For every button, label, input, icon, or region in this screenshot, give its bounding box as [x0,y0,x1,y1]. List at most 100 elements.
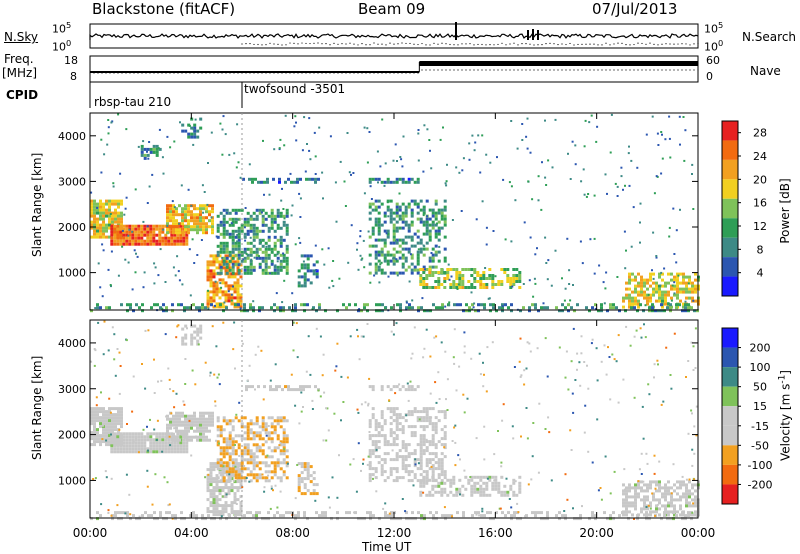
velocity-cell [410,425,414,429]
power-cell [300,284,304,288]
nave-dot [145,72,147,74]
velocity-cell [405,511,408,515]
power-cell [273,247,277,251]
power-cell [193,225,196,229]
power-scatter [162,228,165,231]
power-cell [449,268,453,271]
power-scatter [598,264,601,267]
power-cell [591,306,594,310]
velocity-cell [434,452,438,456]
velocity-cell [306,477,310,481]
nave-dot [325,72,327,74]
power-scatter [399,218,402,221]
nave-dot [405,72,407,74]
velocity-scatter [658,501,661,504]
velocity-cell [249,428,253,432]
velocity-cell [640,507,643,511]
velocity-cell [410,452,414,456]
power-cell [688,287,691,291]
power-cell [155,144,159,148]
velocity-scatter [390,330,393,333]
velocity-scatter [550,479,553,482]
power-cell [682,272,685,276]
power-cell [428,238,432,242]
velocity-cell [685,489,688,493]
power-cell [404,235,408,239]
velocity-cell [140,435,144,439]
power-cell [222,217,226,221]
power-cell [468,306,471,310]
velocity-cell [477,511,480,515]
power-scatter [624,267,627,270]
nave-dot [93,72,95,74]
power-cell [410,235,414,239]
power-scatter [268,193,271,196]
velocity-cell [192,511,195,515]
power-cell [404,223,408,227]
power-scatter [496,156,498,159]
power-cell [182,224,186,228]
velocity-cell [516,517,519,521]
velocity-cell [108,410,111,414]
velocity-colorbar-tick-label: -100 [748,459,773,472]
power-scatter [239,307,242,310]
velocity-cell [437,410,441,414]
velocity-scatter [283,448,286,451]
power-cell [99,205,102,209]
power-cell [111,217,114,221]
power-cell [209,254,213,258]
power-cell [631,278,634,282]
power-cell [222,214,226,218]
velocity-cell [640,486,643,490]
velocity-cell [190,438,193,442]
nave-dot [521,69,523,71]
velocity-cell [93,431,96,435]
power-cell [243,309,246,313]
velocity-cell [239,495,243,499]
velocity-scatter [314,499,317,502]
power-cell [561,303,564,307]
velocity-scatter [517,511,520,514]
velocity-scatter [615,360,618,363]
power-cell [666,306,669,310]
velocity-cell [215,474,219,478]
velocity-scatter [366,323,369,325]
velocity-cell [368,385,372,389]
power-scatter [308,117,311,120]
power-cell [634,290,637,294]
velocity-cell [622,498,625,502]
velocity-cell [422,470,426,474]
power-cell [282,306,285,310]
power-cell [389,241,393,245]
power-cell [649,275,652,279]
power-cell [270,220,274,224]
velocity-cell [258,476,262,480]
power-cell [215,305,219,309]
velocity-scatter [93,364,96,367]
nsearch-dot [277,43,279,45]
power-cell [682,281,685,285]
power-cell [216,244,220,248]
nsearch-dot [449,43,451,46]
power-cell [179,239,183,243]
power-cell [437,220,441,224]
velocity-cell [449,484,453,488]
power-scatter [409,253,412,256]
velocity-cell [255,449,259,453]
power-cell [184,219,187,223]
power-scatter [154,266,157,269]
nave-dot [621,69,623,71]
power-cell [146,239,150,243]
velocity-cell [425,407,429,411]
velocity-cell [215,495,219,499]
velocity-cell [261,428,265,432]
power-scatter [363,192,366,195]
power-scatter [444,305,447,308]
velocity-scatter [191,369,194,372]
power-cell [252,229,256,233]
velocity-cell [691,486,694,490]
power-cell [431,253,435,257]
velocity-cell [497,481,501,485]
power-cell [428,271,432,274]
power-cell [234,235,238,239]
